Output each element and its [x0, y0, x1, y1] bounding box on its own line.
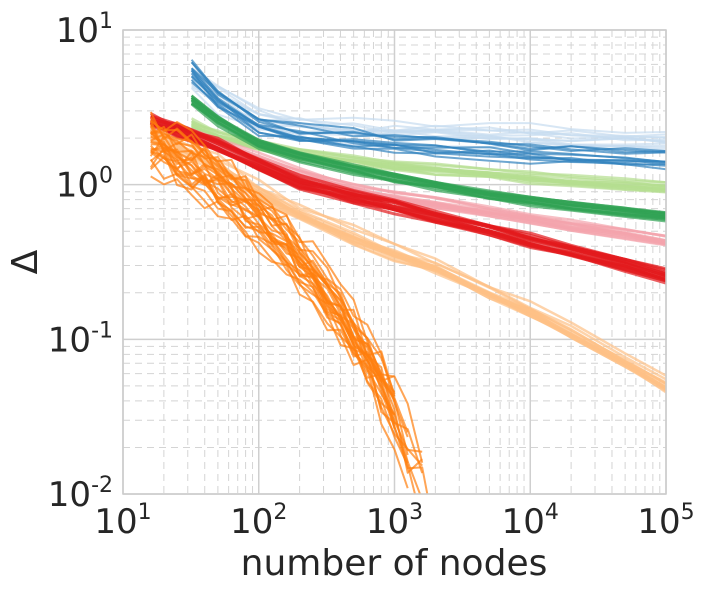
y-tick-label: 100 [56, 164, 113, 206]
x-axis-label: number of nodes [241, 543, 548, 584]
y-tick-label: 10-2 [48, 473, 113, 515]
series-run-line [190, 103, 666, 223]
series-run-line [150, 151, 409, 489]
tick-labels: 101 102 103 104 105 101 100 10-1 10-2 [48, 9, 695, 542]
x-tick-label: 101 [94, 500, 151, 542]
series-run-line [190, 61, 666, 154]
plot-frame [122, 29, 667, 495]
series-run-line [190, 59, 666, 155]
series-run-line [150, 121, 666, 278]
y-axis-label: Δ [5, 249, 46, 274]
series-run-line [191, 127, 666, 192]
series-run-line [190, 75, 666, 164]
series-run-line [190, 102, 666, 219]
series-run-line [149, 125, 423, 453]
x-tick-label: 104 [502, 500, 559, 542]
series-run-line [150, 125, 666, 285]
series-run-line [150, 131, 395, 382]
series-run-line [190, 72, 666, 167]
series-run-line [149, 117, 396, 397]
series-run-line [150, 125, 369, 347]
y-tick-label: 10-1 [48, 318, 113, 360]
y-tick-label: 101 [56, 9, 113, 51]
series-run-line [150, 132, 429, 494]
series-run-line [150, 119, 666, 274]
series-run-line [190, 94, 666, 215]
data-series [149, 59, 666, 494]
series-run-line [149, 131, 396, 430]
series-run-line [150, 156, 383, 410]
x-tick-label: 102 [230, 500, 287, 542]
series-run-line [190, 69, 666, 139]
x-tick-label: 103 [366, 500, 423, 542]
series-run-line [191, 73, 666, 134]
series-run-line [190, 79, 666, 165]
x-tick-label: 105 [637, 500, 694, 542]
series-run-line [190, 96, 666, 218]
